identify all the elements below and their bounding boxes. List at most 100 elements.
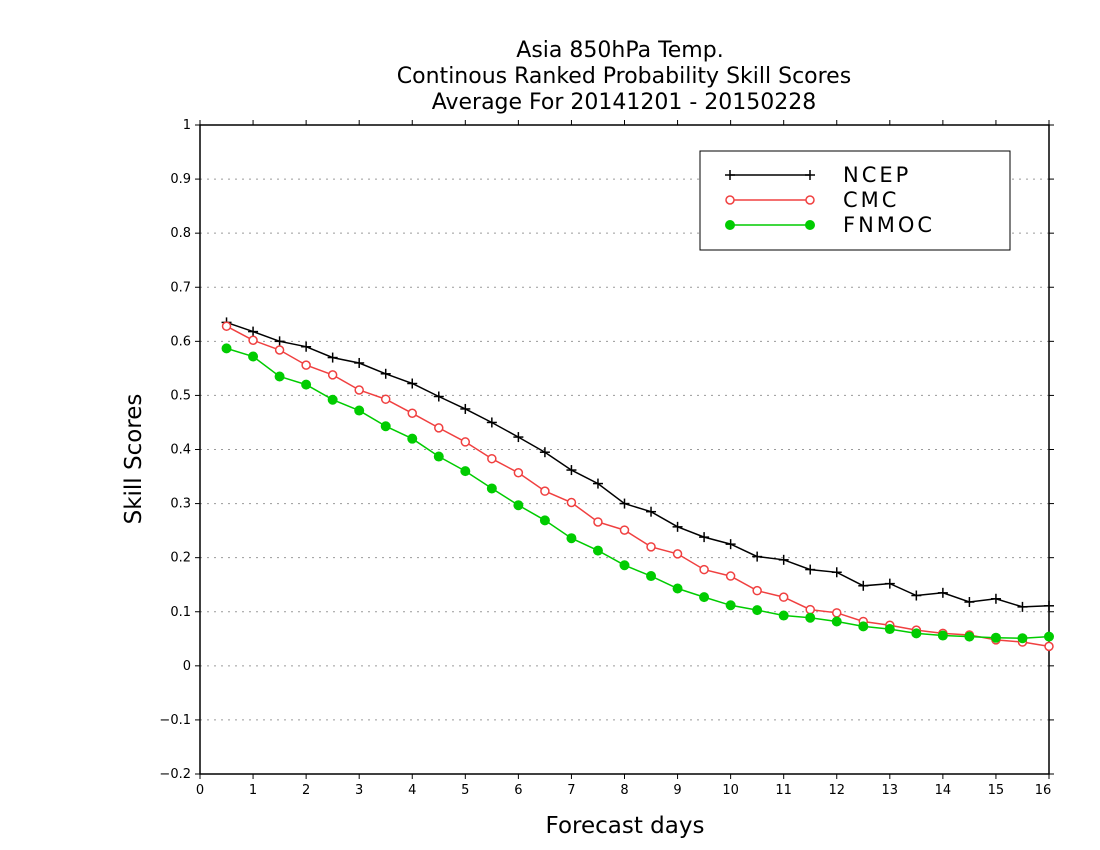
x-tick-label: 16	[1035, 783, 1052, 798]
data-point	[566, 497, 577, 508]
data-point	[513, 500, 524, 511]
x-tick-label: 9	[673, 783, 681, 798]
title-line-3: Average For 20141201 - 20150228	[432, 90, 817, 115]
data-point	[513, 468, 524, 478]
y-tick-label: 0.3	[170, 497, 191, 512]
data-point	[1017, 633, 1028, 644]
x-tick-label: 8	[620, 783, 628, 798]
data-point	[990, 632, 1001, 643]
data-point	[752, 585, 762, 596]
data-point	[354, 385, 364, 395]
x-tick-label: 15	[988, 783, 1005, 798]
x-tick-label: 5	[461, 783, 469, 798]
series-fnmoc	[221, 343, 1054, 644]
data-point	[646, 542, 656, 552]
data-point	[884, 624, 895, 635]
data-point	[937, 630, 948, 641]
data-point	[274, 345, 285, 355]
data-point	[778, 610, 789, 621]
data-point	[380, 421, 391, 432]
x-tick-label: 0	[196, 783, 204, 798]
data-point	[805, 220, 815, 230]
data-point	[486, 483, 497, 494]
data-point	[248, 351, 259, 362]
y-tick-label: −0.2	[159, 767, 191, 782]
data-point	[831, 616, 842, 627]
legend-label: FNMOC	[843, 213, 935, 237]
title-line-1: Asia 850hPa Temp.	[516, 38, 723, 63]
chart-title: Asia 850hPa Temp. Continous Ranked Proba…	[397, 38, 851, 115]
data-point	[619, 560, 630, 571]
series-ncep	[221, 317, 1054, 612]
data-point	[248, 335, 258, 346]
data-point	[487, 453, 497, 464]
x-tick-label: 1	[249, 783, 257, 798]
axis-ticks	[195, 120, 1054, 779]
data-point	[592, 545, 603, 556]
data-point	[539, 515, 550, 526]
legend-label: CMC	[843, 188, 899, 212]
y-tick-label: 0.9	[170, 172, 191, 187]
x-tick-label: 2	[302, 783, 310, 798]
title-line-2: Continous Ranked Probability Skill Score…	[397, 64, 851, 89]
gridlines	[200, 178, 1049, 721]
y-tick-label: 0.1	[170, 605, 191, 620]
data-point	[460, 437, 471, 447]
data-point	[619, 525, 630, 535]
x-tick-label: 4	[408, 783, 416, 798]
x-tick-label: 12	[828, 783, 845, 798]
data-point	[752, 605, 763, 616]
x-tick-label: 11	[775, 783, 792, 798]
legend-item-cmc: CMC	[725, 188, 899, 212]
y-tick-label: −0.1	[159, 713, 191, 728]
legend-label: NCEP	[843, 163, 911, 187]
data-point	[274, 371, 285, 382]
y-tick-label: 0.4	[170, 443, 191, 458]
y-tick-label: 0.8	[170, 226, 191, 241]
y-tick-label: 0.5	[170, 388, 191, 403]
series-layer	[221, 317, 1054, 652]
y-tick-label: 0.6	[170, 334, 191, 349]
data-point	[221, 321, 232, 331]
data-point	[301, 360, 311, 370]
x-tick-label: 10	[722, 783, 739, 798]
x-tick-label: 3	[355, 783, 363, 798]
data-point	[1044, 641, 1054, 652]
y-tick-label: 0.7	[170, 280, 191, 295]
x-tick-label: 7	[567, 783, 575, 798]
data-point	[911, 628, 922, 639]
data-point	[380, 394, 391, 404]
data-point	[672, 549, 683, 559]
x-tick-label: 13	[882, 783, 899, 798]
data-point	[725, 600, 736, 611]
legend-item-fnmoc: FNMOC	[725, 213, 935, 237]
data-point	[699, 564, 709, 575]
data-point	[434, 423, 444, 433]
data-point	[778, 592, 789, 602]
data-point	[407, 433, 418, 444]
data-point	[858, 621, 869, 632]
y-axis-label: Skill Scores	[121, 394, 147, 525]
plot-frame	[199, 124, 1050, 775]
x-tick-label: 14	[935, 783, 952, 798]
data-point	[433, 451, 444, 462]
data-point	[805, 612, 816, 623]
series-cmc	[221, 321, 1054, 652]
data-point	[221, 343, 232, 354]
data-point	[725, 220, 735, 230]
y-tick-label: 0	[183, 659, 191, 674]
data-point	[1044, 631, 1054, 642]
data-point	[566, 533, 577, 544]
data-point	[832, 608, 842, 618]
y-tick-label: 1	[183, 118, 191, 133]
y-tick-label: 0.2	[170, 551, 191, 566]
data-point	[725, 195, 735, 205]
data-point	[354, 405, 365, 416]
data-point	[460, 466, 471, 477]
data-point	[725, 571, 736, 581]
data-point	[327, 370, 338, 380]
data-point	[672, 583, 683, 594]
